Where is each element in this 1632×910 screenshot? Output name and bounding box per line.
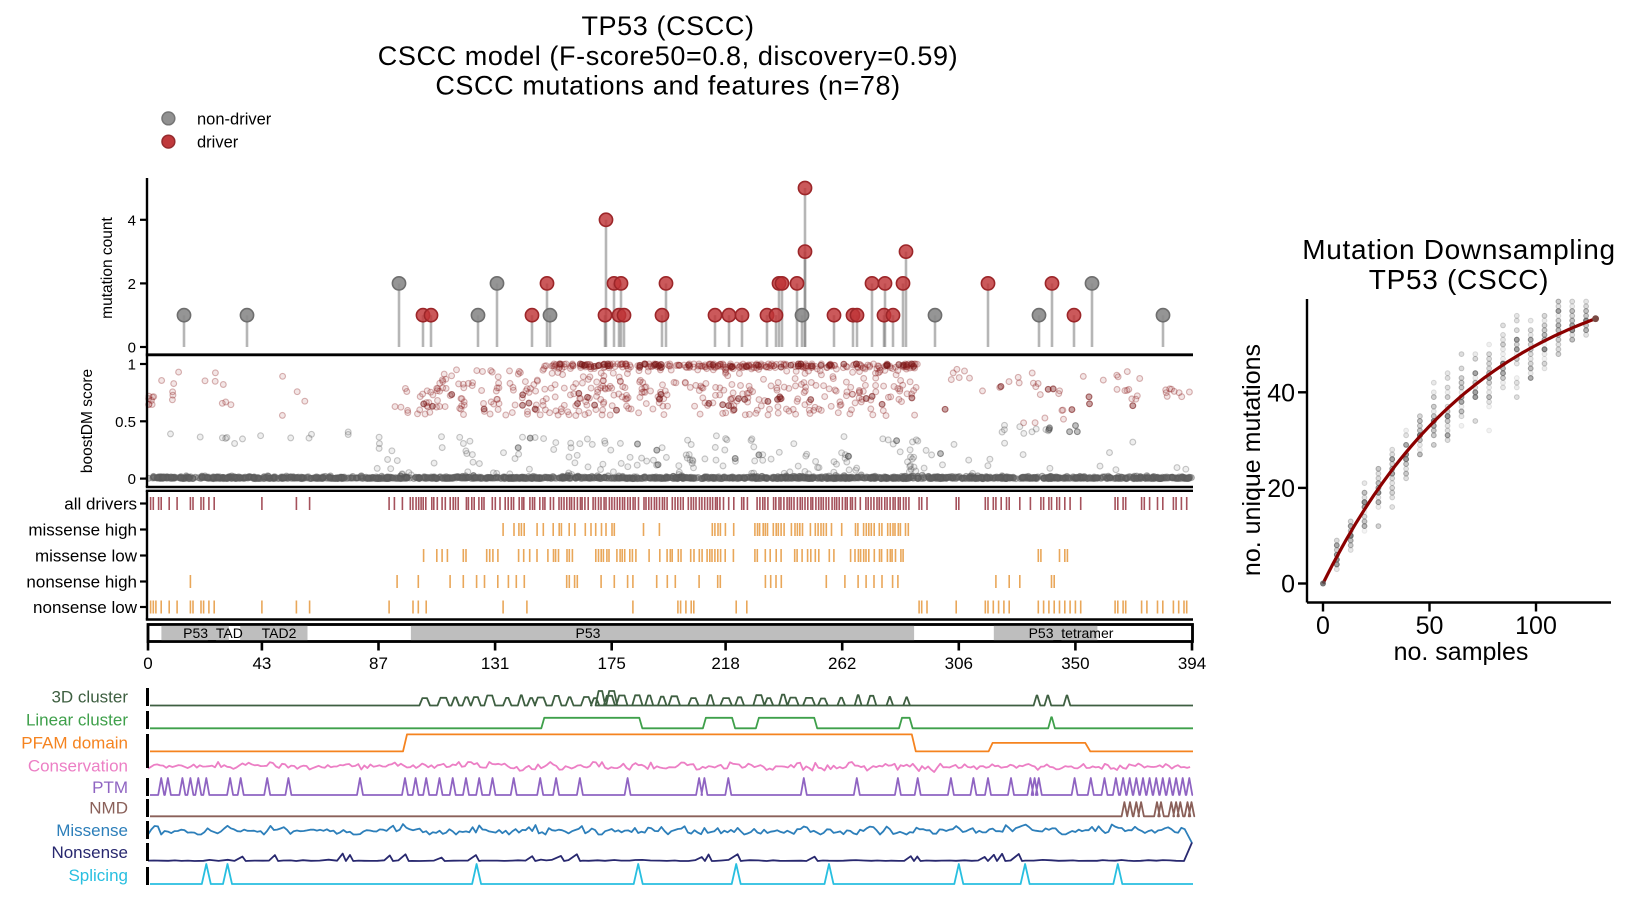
svg-text:PTM: PTM — [92, 778, 128, 797]
svg-text:P53_tetramer: P53_tetramer — [1029, 625, 1114, 641]
svg-text:TP53 (CSCC): TP53 (CSCC) — [581, 11, 754, 41]
svg-text:missense low: missense low — [35, 547, 138, 566]
svg-text:3D cluster: 3D cluster — [51, 688, 128, 707]
svg-text:50: 50 — [1416, 612, 1444, 640]
svg-text:CSCC mutations and features (n: CSCC mutations and features (n=78) — [435, 71, 900, 101]
svg-text:0: 0 — [143, 654, 152, 673]
svg-text:NMD: NMD — [89, 799, 128, 818]
svg-text:131: 131 — [481, 654, 509, 673]
svg-text:mutation count: mutation count — [99, 216, 116, 318]
svg-text:Nonsense: Nonsense — [51, 843, 128, 862]
svg-text:20: 20 — [1267, 475, 1295, 503]
svg-text:nonsense high: nonsense high — [26, 573, 137, 592]
svg-text:TP53 (CSCC): TP53 (CSCC) — [1369, 264, 1549, 295]
svg-text:43: 43 — [252, 654, 271, 673]
svg-text:no. unique mutations: no. unique mutations — [1238, 344, 1266, 576]
svg-text:306: 306 — [945, 654, 973, 673]
svg-text:driver: driver — [197, 134, 239, 152]
svg-text:Conservation: Conservation — [28, 757, 128, 776]
svg-text:0.5: 0.5 — [115, 414, 136, 431]
svg-text:40: 40 — [1267, 379, 1295, 407]
svg-text:175: 175 — [598, 654, 626, 673]
svg-text:394: 394 — [1178, 654, 1206, 673]
svg-text:0: 0 — [128, 340, 136, 357]
svg-text:nonsense low: nonsense low — [33, 598, 138, 617]
svg-text:no. samples: no. samples — [1394, 638, 1529, 666]
svg-text:350: 350 — [1061, 654, 1089, 673]
svg-text:CSCC model (F-score50=0.8, dis: CSCC model (F-score50=0.8, discovery=0.5… — [378, 41, 958, 71]
svg-text:boostDM score: boostDM score — [79, 369, 96, 473]
svg-text:TAD2: TAD2 — [262, 625, 297, 641]
svg-text:0: 0 — [1316, 612, 1330, 640]
svg-text:Linear cluster: Linear cluster — [26, 711, 128, 730]
svg-text:4: 4 — [128, 212, 136, 229]
svg-text:262: 262 — [828, 654, 856, 673]
svg-text:all drivers: all drivers — [64, 495, 137, 514]
svg-text:missense high: missense high — [28, 521, 137, 540]
svg-text:87: 87 — [369, 654, 388, 673]
svg-text:218: 218 — [711, 654, 739, 673]
svg-text:0: 0 — [128, 471, 136, 488]
svg-text:100: 100 — [1515, 612, 1557, 640]
svg-text:Missense: Missense — [56, 821, 128, 840]
svg-text:PFAM domain: PFAM domain — [21, 734, 128, 753]
svg-text:P53_TAD: P53_TAD — [183, 625, 243, 641]
svg-text:non-driver: non-driver — [197, 111, 272, 129]
svg-text:P53: P53 — [576, 625, 601, 641]
svg-text:0: 0 — [1281, 571, 1295, 599]
svg-text:2: 2 — [128, 276, 136, 293]
svg-text:1: 1 — [128, 357, 136, 374]
svg-text:Splicing: Splicing — [68, 866, 128, 885]
svg-text:Mutation Downsampling: Mutation Downsampling — [1302, 234, 1616, 265]
